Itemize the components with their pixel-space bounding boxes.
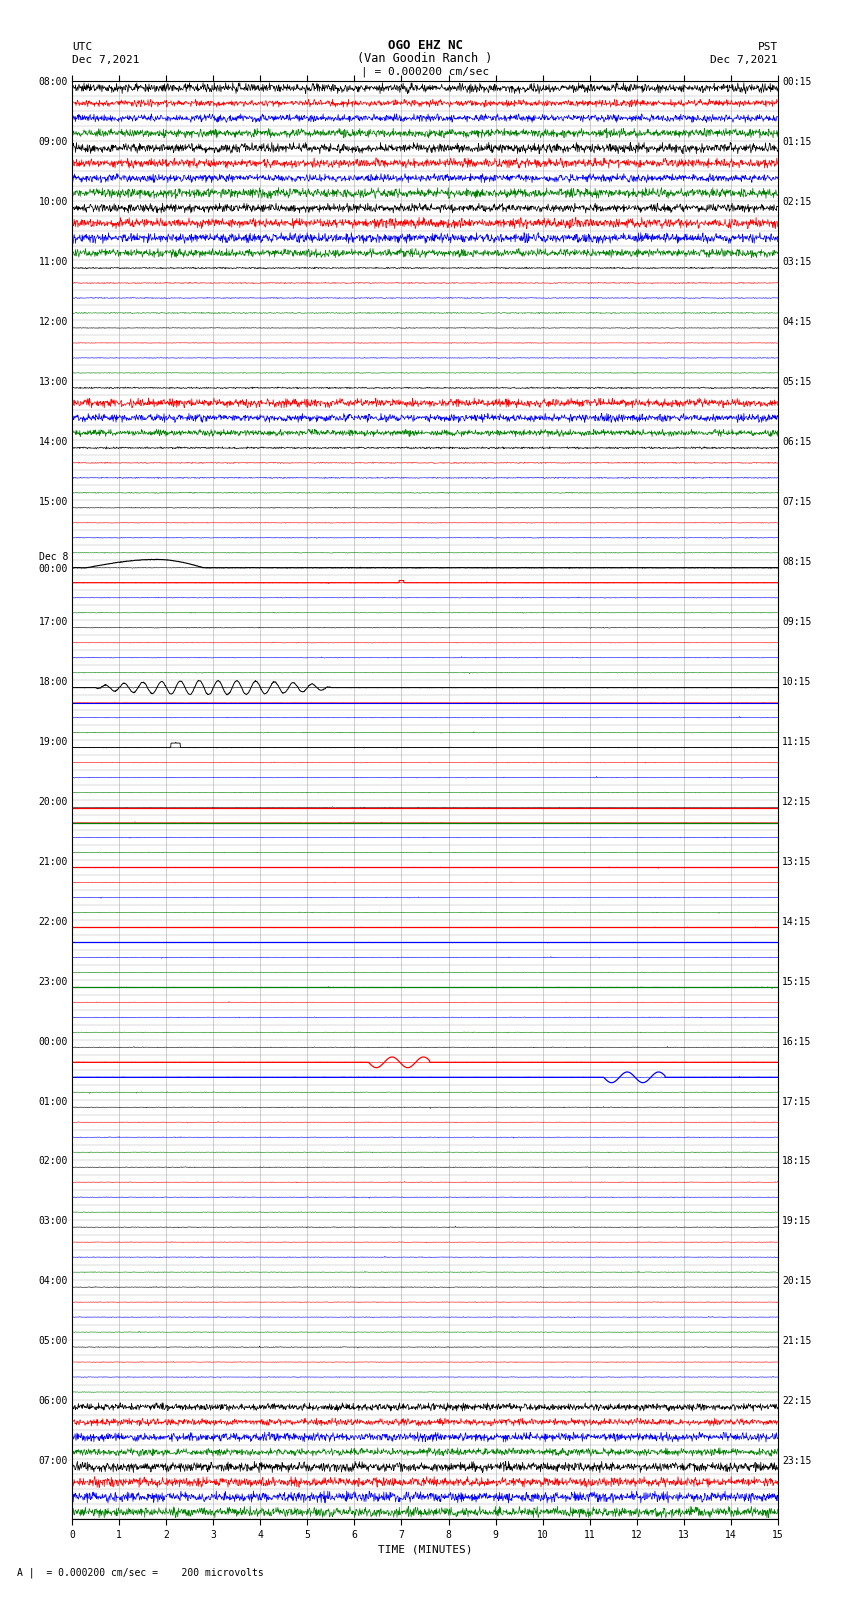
Text: | = 0.000200 cm/sec: | = 0.000200 cm/sec	[361, 66, 489, 77]
Text: PST: PST	[757, 42, 778, 52]
X-axis label: TIME (MINUTES): TIME (MINUTES)	[377, 1544, 473, 1553]
Text: Dec 7,2021: Dec 7,2021	[711, 55, 778, 65]
Text: OGO EHZ NC: OGO EHZ NC	[388, 39, 462, 52]
Text: (Van Goodin Ranch ): (Van Goodin Ranch )	[357, 52, 493, 65]
Text: A |  = 0.000200 cm/sec =    200 microvolts: A | = 0.000200 cm/sec = 200 microvolts	[17, 1566, 264, 1578]
Text: UTC: UTC	[72, 42, 93, 52]
Text: Dec 7,2021: Dec 7,2021	[72, 55, 139, 65]
